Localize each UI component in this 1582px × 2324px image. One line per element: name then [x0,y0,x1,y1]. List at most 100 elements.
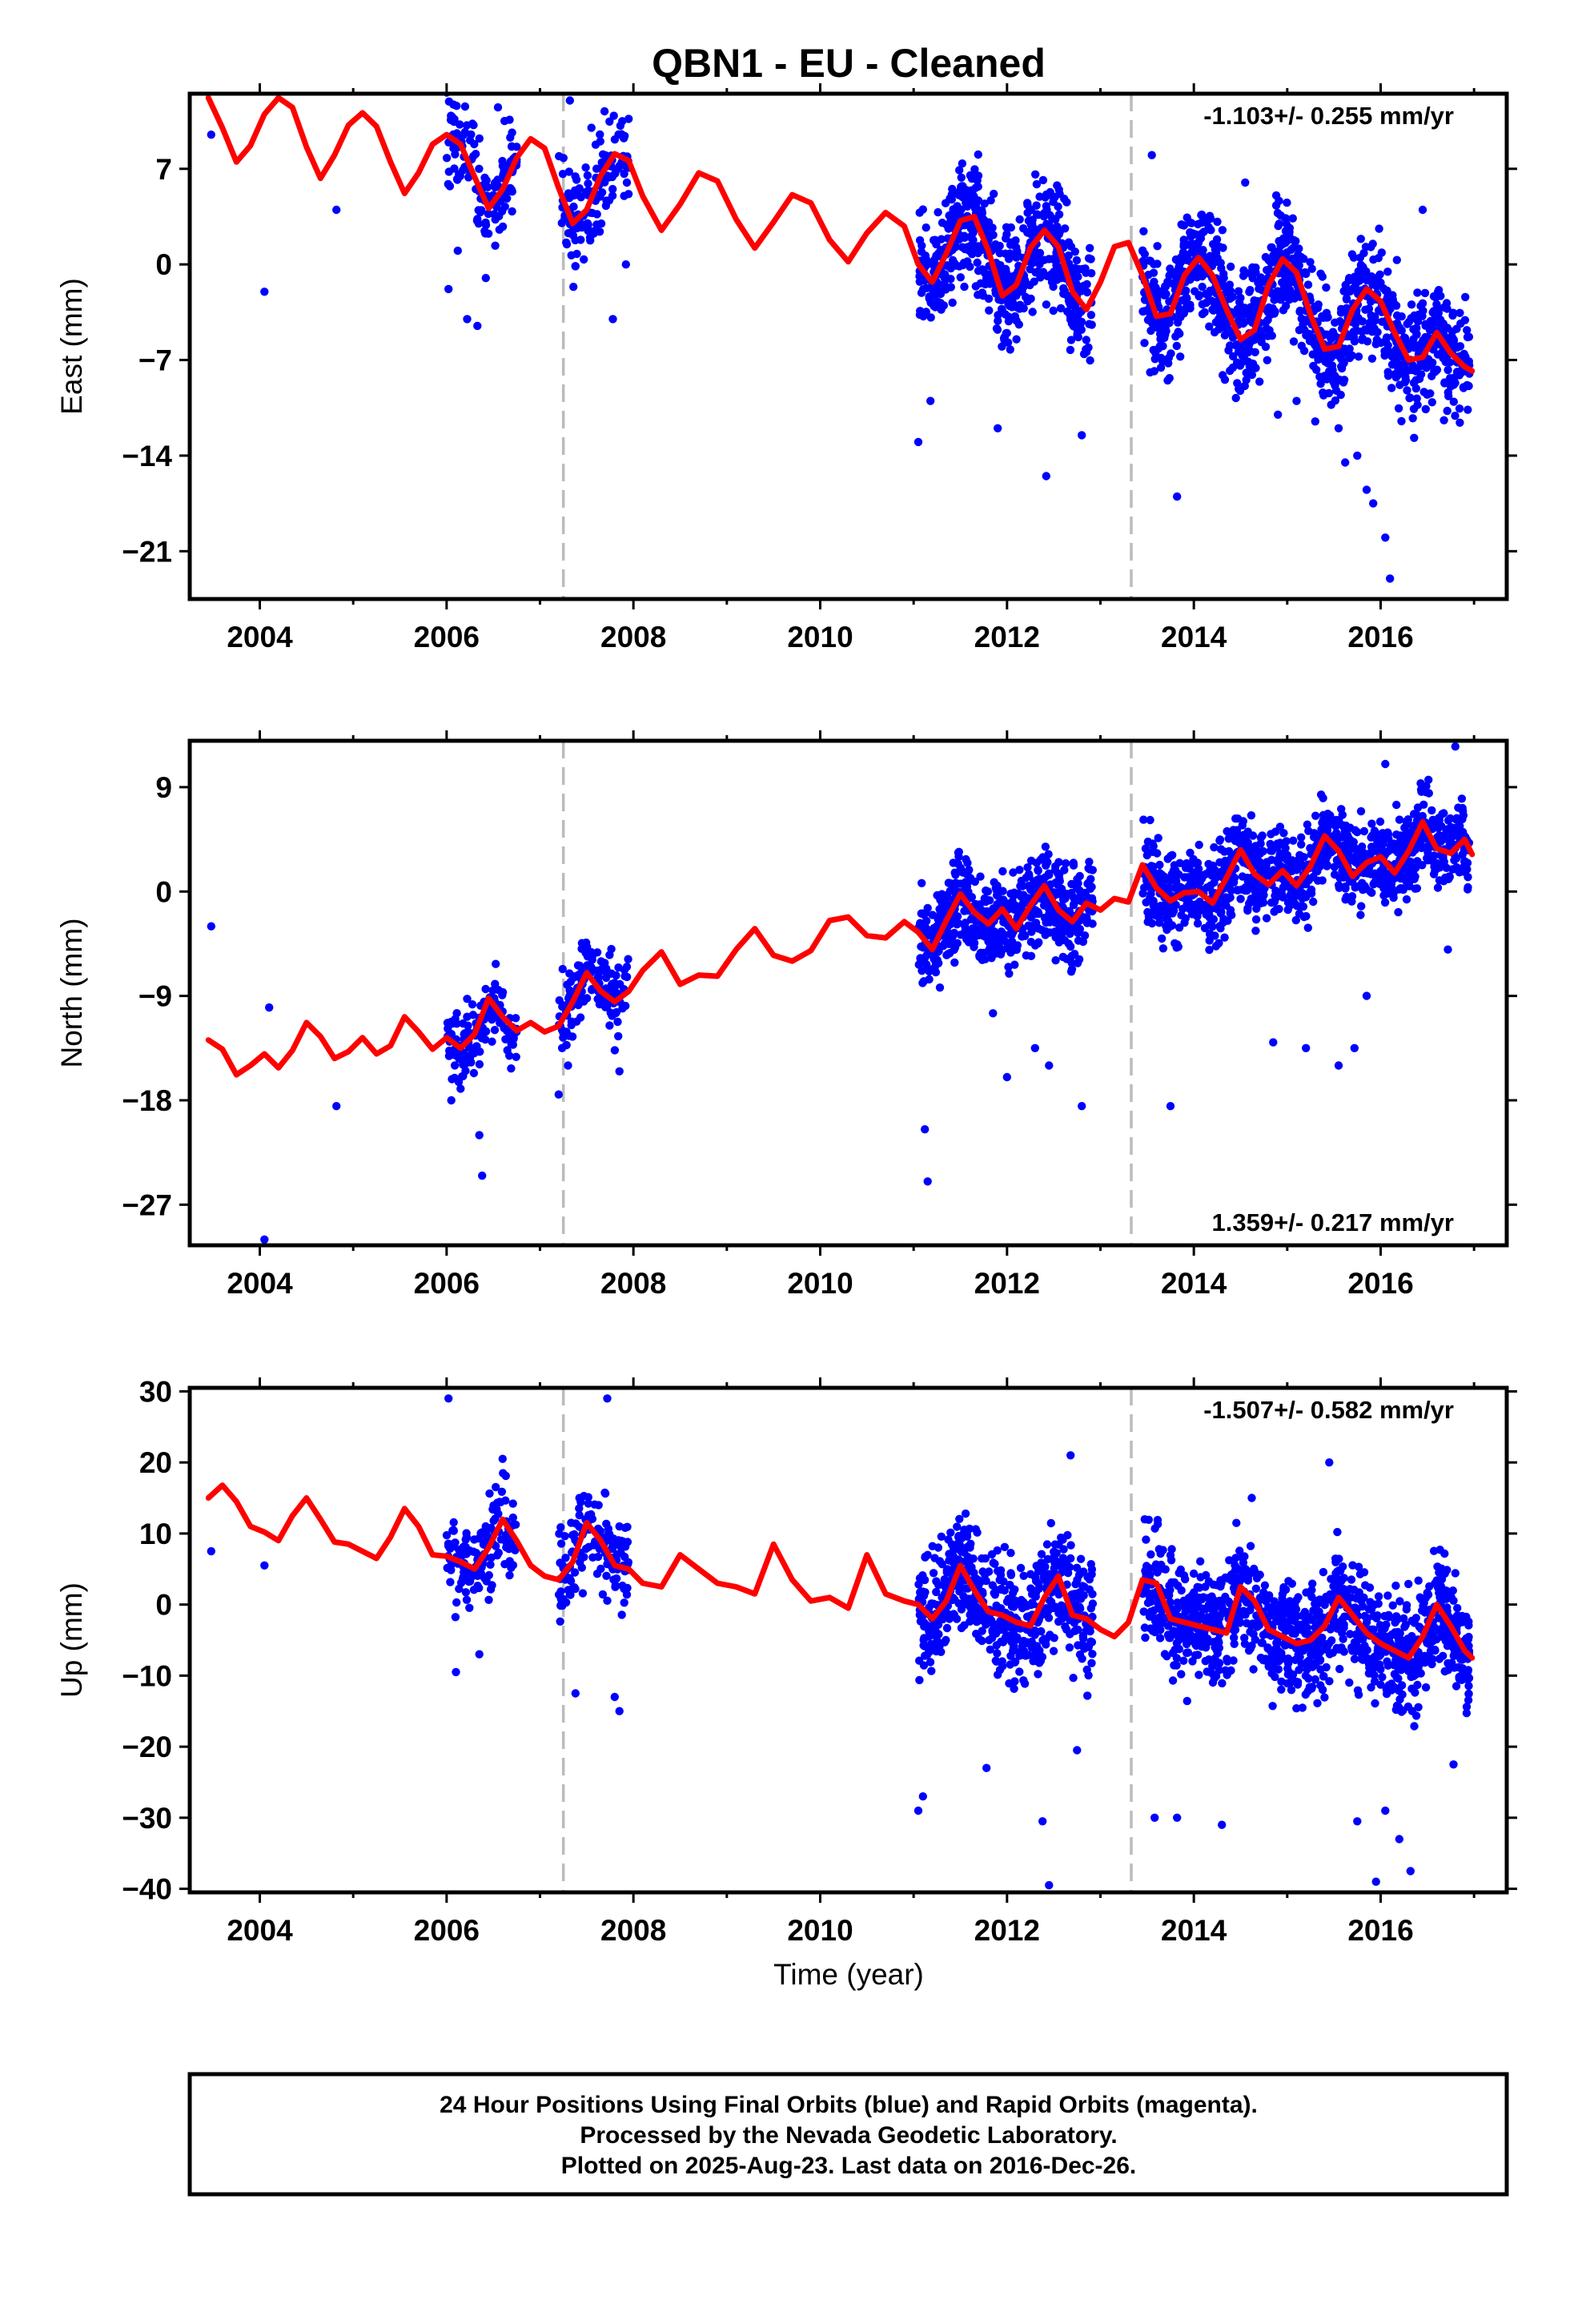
data-point [465,1603,474,1613]
data-point [1433,883,1443,892]
data-point [1070,311,1079,320]
data-point [944,950,953,959]
data-point [449,1526,458,1534]
data-point [444,284,453,294]
data-point [1046,1518,1056,1528]
data-point [1242,376,1251,384]
data-point [575,1510,584,1520]
data-point [1391,353,1401,362]
data-point [503,1046,512,1055]
data-point [1181,863,1191,873]
data-point [1432,300,1441,309]
data-point [1246,286,1255,295]
data-point [1427,806,1436,815]
data-point [488,1505,497,1514]
data-point [951,870,960,879]
data-point [507,1064,516,1073]
data-point [1251,348,1259,356]
x-tick-label: 2016 [1347,621,1413,653]
data-point [1082,279,1091,289]
data-point [946,216,955,225]
data-point [1416,779,1425,788]
data-point [560,1532,569,1541]
data-point [1015,866,1024,875]
data-point [589,229,598,238]
data-point [1217,907,1226,917]
data-point [999,931,1009,939]
data-point [497,1487,507,1497]
data-point [1387,348,1395,357]
data-point [981,1554,990,1563]
data-point [1197,211,1206,219]
data-point [1316,269,1325,278]
data-point [1228,292,1237,301]
data-point [1208,305,1217,314]
data-point [1013,303,1022,312]
data-point [1434,833,1443,842]
data-point [606,1008,615,1017]
data-point [1330,870,1339,879]
data-point [1047,276,1057,285]
data-point [1212,873,1221,882]
data-point [949,1542,958,1550]
data-point [1383,828,1392,837]
y-tick-label: −27 [122,1188,172,1221]
data-point [1213,217,1222,227]
data-point [1263,356,1272,364]
data-point [1291,915,1301,925]
data-point [1058,952,1068,962]
data-point [1241,178,1250,187]
data-point [1316,790,1326,799]
data-point [610,1046,620,1055]
north-panel: 2004 2006 2008 2010 2012 2014 201690−9−18−27No… [55,730,1517,1300]
data-point [623,1522,632,1531]
data-point [974,1634,984,1643]
data-point [624,115,633,123]
data-point [1402,895,1411,904]
data-point [1037,1626,1046,1636]
data-point [987,954,996,963]
data-point [914,960,924,969]
data-point [1174,923,1184,932]
data-point [1042,202,1051,211]
data-point [1238,821,1247,830]
data-point [1078,1655,1086,1663]
data-point [1419,800,1428,809]
data-point [612,971,620,980]
data-point [934,207,942,217]
data-point [1426,359,1435,368]
data-point [447,1030,456,1039]
data-point [953,1522,962,1531]
data-point [1295,902,1304,911]
data-point [444,179,452,189]
data-point [1035,259,1044,269]
data-point [996,950,1006,959]
data-point [1205,945,1214,955]
data-point [1205,322,1214,331]
data-point [964,866,973,876]
data-point [207,922,215,931]
data-point [1456,342,1465,351]
data-point [1295,244,1303,253]
data-point [1279,851,1288,860]
data-point [931,1626,940,1636]
data-point [447,1560,456,1570]
data-point [1046,1598,1056,1606]
data-point [1224,346,1233,355]
data-point [938,890,946,899]
data-point [491,241,500,250]
data-point [1392,800,1401,810]
data-point [618,1537,628,1546]
data-point [473,1582,482,1590]
data-point [955,1514,964,1524]
data-point [1254,887,1263,895]
data-point [1186,232,1195,241]
data-point [1459,383,1468,392]
data-point [1006,1549,1015,1558]
data-point [1297,833,1306,842]
data-point [1271,201,1281,210]
data-point [1381,286,1390,296]
data-point [1407,314,1415,323]
data-point [993,1546,1002,1555]
east-panel: 2004 2006 2008 2010 2012 2014 201670−7−14−21Ea… [55,83,1517,653]
